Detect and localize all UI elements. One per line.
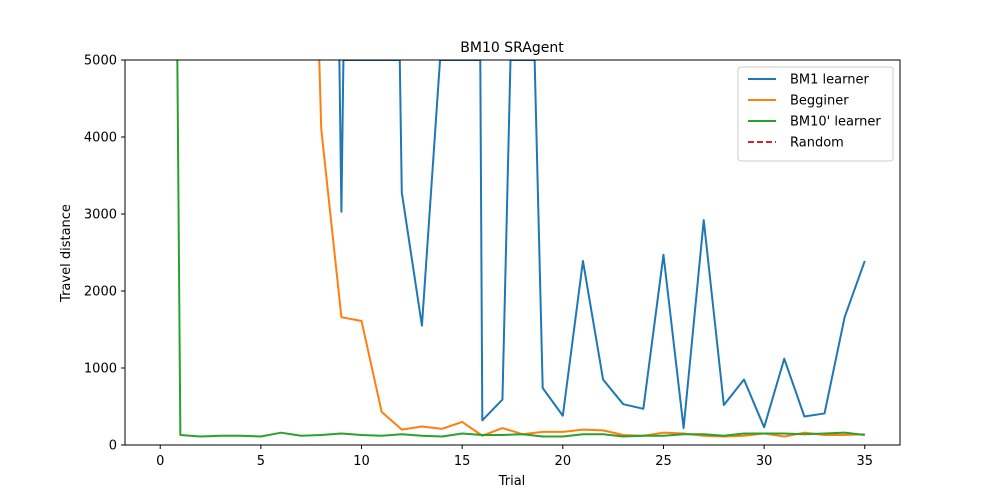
x-axis-label: Trial (498, 474, 526, 489)
legend-box (737, 66, 894, 162)
x-tick-label: 0 (156, 454, 164, 469)
plot-series (176, 60, 866, 438)
y-tick-label: 1000 (84, 362, 117, 377)
x-tick-label: 35 (856, 454, 873, 469)
legend-entry: BM10' learner (790, 115, 881, 130)
x-tick-label: 30 (756, 454, 773, 469)
legend-entry: BM1 learner (790, 73, 869, 88)
legend-entry: Random (790, 136, 844, 151)
y-tick-label: 5000 (84, 54, 117, 69)
y-axis-label: Travel distance (59, 204, 74, 303)
y-axis: 0 1000 2000 3000 4000 5000 (84, 54, 125, 454)
x-tick-label: 5 (257, 454, 265, 469)
x-axis: 0 5 10 15 20 25 30 35 (156, 445, 873, 469)
chart-title: BM10 SRAgent (460, 40, 564, 56)
x-tick-label: 15 (454, 454, 471, 469)
legend: BM1 learner Begginer BM10' learner Random (737, 66, 894, 162)
x-tick-label: 10 (353, 454, 370, 469)
x-tick-label: 25 (655, 454, 672, 469)
x-tick-label: 20 (555, 454, 572, 469)
y-tick-label: 3000 (84, 208, 117, 223)
series-line-2 (176, 60, 865, 438)
y-tick-label: 2000 (84, 285, 117, 300)
series-line-1 (318, 60, 865, 438)
y-tick-label: 4000 (84, 131, 117, 146)
series-line-0 (338, 60, 866, 430)
legend-entry: Begginer (790, 94, 849, 109)
y-tick-label: 0 (109, 439, 117, 454)
plot-frame (124, 59, 901, 446)
